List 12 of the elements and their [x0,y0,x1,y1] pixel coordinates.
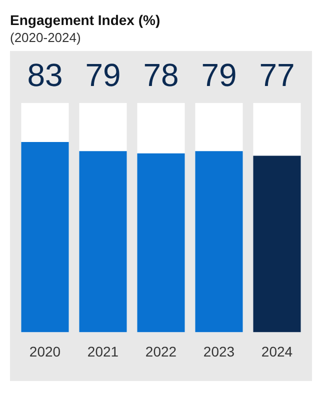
x-tick-label: 2022 [145,343,177,360]
data-label: 78 [143,56,179,93]
data-label: 79 [201,56,237,93]
data-label: 83 [27,56,63,93]
x-tick-label: 2023 [203,343,235,360]
chart-title: Engagement Index (%) [9,11,162,28]
chart-subtitle: (2020-2024) [9,29,82,47]
data-label: 77 [259,56,295,93]
x-tick-label: 2021 [87,343,119,360]
x-tick-label: 2024 [261,343,293,360]
data-label: 79 [85,56,121,93]
x-tick-label: 2020 [29,343,61,360]
